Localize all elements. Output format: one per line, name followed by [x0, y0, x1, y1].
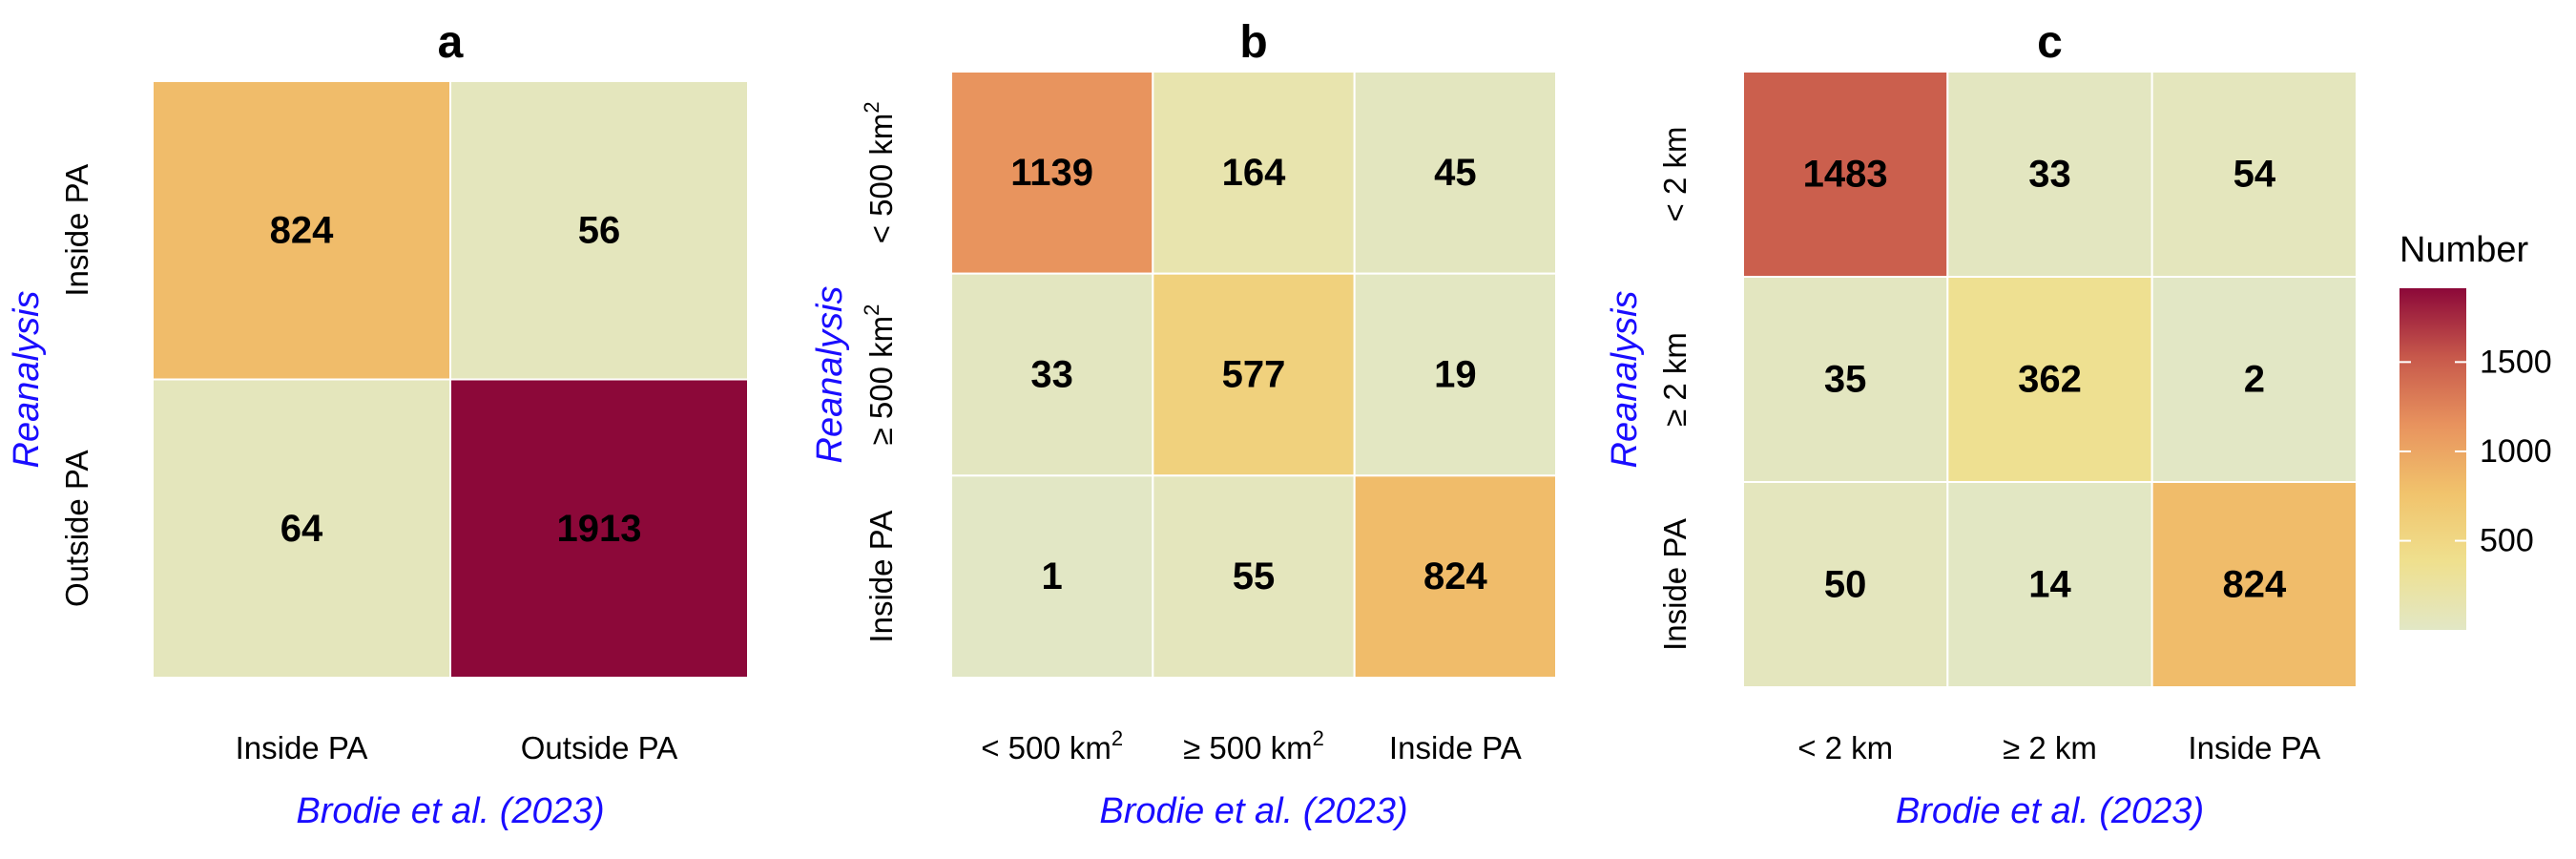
tick-label-text: ≥ 500 km	[1183, 730, 1313, 765]
cell-value-label: 2	[2244, 359, 2265, 401]
cell-value-label: 50	[1824, 564, 1867, 606]
legend-title: Number	[2399, 230, 2528, 270]
heatmap-cell	[1946, 481, 2153, 688]
tick-label-text: Inside PA	[2188, 730, 2320, 765]
tick-label-text: Inside PA	[1389, 730, 1522, 765]
cell-value-label: 577	[1222, 354, 1286, 396]
tick-label-text: ≥ 500 km	[863, 316, 899, 446]
y-tick-label: Inside PA	[59, 164, 94, 297]
x-tick-label: Inside PA	[1389, 730, 1522, 765]
cell-value-label: 1139	[1010, 152, 1093, 194]
cell-value-label: 14	[2028, 564, 2071, 606]
x-axis-title: Brodie et al. (2023)	[296, 791, 604, 831]
x-tick-label: Outside PA	[521, 730, 677, 765]
heatmap-cell	[2150, 71, 2358, 278]
legend-tick-label: 1000	[2480, 433, 2552, 470]
tick-label-text: < 2 km	[1657, 127, 1693, 222]
y-tick-label: < 2 km	[1657, 127, 1693, 222]
cell-value-label: 55	[1233, 555, 1276, 597]
legend-tick-label: 1500	[2480, 344, 2552, 380]
cell-value-label: 1	[1042, 555, 1063, 597]
cell-value-label: 824	[2222, 564, 2286, 606]
cell-value-label: 33	[1030, 354, 1073, 396]
heatmap-cell	[2150, 481, 2358, 688]
heatmap-cell	[152, 80, 451, 381]
color-legend: Number 500 1000 1500	[2399, 230, 2552, 630]
cell-value-label: 56	[578, 209, 621, 251]
panel-title: a	[438, 17, 464, 68]
heatmap-cell	[449, 378, 749, 679]
cell-value-label: 824	[1423, 555, 1487, 597]
x-tick-label: ≥ 2 km	[2003, 730, 2097, 765]
cell-value-label: 64	[280, 508, 323, 550]
x-axis-title: Brodie et al. (2023)	[1099, 791, 1407, 831]
tick-label-superscript: 2	[1111, 726, 1123, 750]
heatmap-panel-a: 824 56 64 1913 a Inside PA Outside PA Inside PA…	[7, 17, 749, 831]
cell-value-label: 824	[270, 209, 334, 251]
heatmap-cell	[1742, 71, 1949, 278]
tick-label-text: ≥ 2 km	[1657, 332, 1693, 427]
panel-title: c	[2037, 17, 2063, 68]
tick-label-text: Outside PA	[59, 450, 94, 607]
cell-value-label: 35	[1824, 359, 1867, 401]
x-tick-label: Inside PA	[236, 730, 368, 765]
heatmap-cell	[152, 378, 451, 679]
tick-label-text: < 2 km	[1797, 730, 1893, 765]
cell-value-label: 362	[2018, 359, 2082, 401]
heatmap-cell	[449, 80, 749, 381]
y-axis-title: Reanalysis	[7, 291, 47, 469]
x-tick-label: < 500 km2	[981, 726, 1123, 765]
cell-value-label: 45	[1434, 152, 1477, 194]
y-axis-title: Reanalysis	[810, 286, 850, 464]
heatmap-cell	[1152, 71, 1356, 275]
tick-label-text: < 500 km	[981, 730, 1111, 765]
tick-label-superscript: 2	[1313, 726, 1324, 750]
tick-label-text: Inside PA	[59, 164, 94, 297]
heatmap-cell	[1946, 71, 2153, 278]
y-tick-label: < 500 km2	[860, 101, 899, 243]
heatmap-cell	[950, 272, 1154, 477]
heatmap-cell	[1742, 276, 1949, 483]
y-tick-label: Inside PA	[863, 511, 899, 643]
tick-label-text: < 500 km	[863, 114, 899, 244]
x-axis-title: Brodie et al. (2023)	[1896, 791, 2204, 831]
tick-label-text: Inside PA	[1657, 518, 1693, 651]
panel-title: b	[1239, 17, 1267, 68]
x-tick-label: < 2 km	[1797, 730, 1893, 765]
x-tick-label: ≥ 500 km2	[1183, 726, 1324, 765]
heatmap-panel-c: 1483 33 54 35 362 2 50 14 824 c < 2 km ≥ 2 km Inside…	[1605, 17, 2358, 831]
y-tick-label: ≥ 500 km2	[860, 304, 899, 446]
heatmap-cell	[1742, 481, 1949, 688]
y-tick-label: Outside PA	[59, 450, 94, 607]
cell-value-label: 164	[1222, 152, 1286, 194]
x-tick-label: Inside PA	[2188, 730, 2320, 765]
heatmap-cell	[950, 71, 1154, 275]
heatmap-cell	[1946, 276, 2153, 483]
cell-value-label: 19	[1434, 354, 1477, 396]
tick-label-text: Inside PA	[863, 511, 899, 643]
tick-label-superscript: 2	[860, 101, 883, 113]
legend-tick-label: 500	[2480, 523, 2534, 559]
tick-label-superscript: 2	[860, 304, 883, 316]
heatmap-cell	[1152, 474, 1356, 680]
cell-value-label: 54	[2233, 154, 2276, 196]
tick-label-text: Inside PA	[236, 730, 368, 765]
tick-label-text: ≥ 2 km	[2003, 730, 2097, 765]
y-tick-label: ≥ 2 km	[1657, 332, 1693, 427]
heatmap-cell	[2150, 276, 2358, 483]
heatmap-cell	[1353, 474, 1557, 680]
tick-label-text: Outside PA	[521, 730, 677, 765]
legend-color-bar	[2399, 288, 2466, 630]
cell-value-label: 1913	[557, 508, 642, 550]
y-tick-label: Inside PA	[1657, 518, 1693, 651]
heatmap-cell	[1353, 272, 1557, 477]
y-axis-title: Reanalysis	[1605, 291, 1645, 469]
cell-value-label: 1483	[1803, 154, 1888, 196]
cell-value-label: 33	[2028, 154, 2071, 196]
